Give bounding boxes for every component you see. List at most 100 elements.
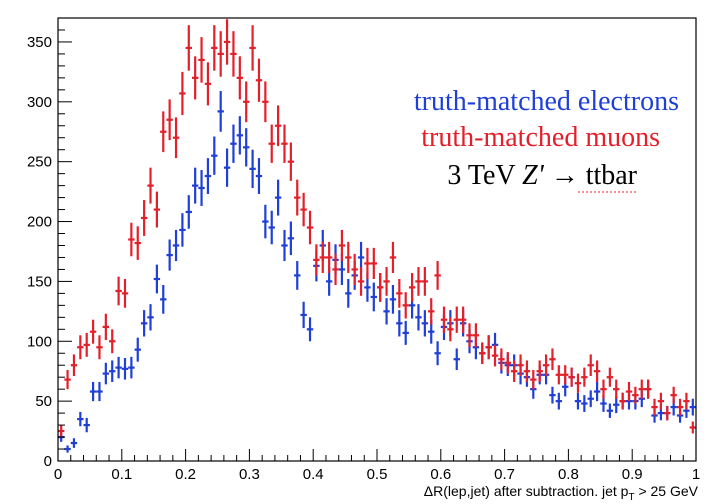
data-point (64, 445, 71, 453)
data-point (185, 195, 192, 229)
data-point (198, 170, 205, 206)
data-point (255, 58, 263, 102)
data-point (166, 239, 173, 271)
data-point (466, 323, 473, 348)
data-point (160, 111, 167, 153)
data-point (191, 167, 199, 204)
data-point (89, 381, 97, 402)
data-point (357, 267, 365, 296)
data-point (370, 282, 377, 312)
x-tick-label: 0 (54, 466, 62, 483)
data-point (670, 386, 677, 404)
data-point (402, 320, 409, 345)
data-point (472, 323, 480, 348)
data-point (644, 379, 652, 399)
data-point (306, 317, 314, 342)
data-point (504, 352, 511, 374)
y-tick-label: 150 (27, 273, 52, 290)
data-point (332, 253, 339, 285)
data-point (96, 335, 103, 360)
data-point (683, 392, 690, 410)
data-point (574, 392, 582, 410)
x-tick-label: 0.7 (494, 466, 515, 483)
x-axis-title-tail: > 25 GeV (635, 483, 699, 499)
data-point (287, 221, 295, 256)
data-point (657, 392, 665, 410)
data-point (77, 335, 84, 360)
data-point (587, 390, 594, 408)
data-point (447, 317, 454, 342)
data-point (389, 284, 397, 314)
data-point (223, 19, 231, 65)
data-point (536, 360, 543, 382)
x-axis-title-subscript: T (628, 492, 634, 503)
data-point (549, 386, 556, 404)
data-point (274, 105, 282, 147)
data-point (638, 379, 645, 399)
legend-electrons: truth-matched electrons (414, 86, 679, 117)
data-point (179, 213, 186, 247)
data-point (77, 411, 84, 427)
data-point (140, 310, 148, 337)
data-point (121, 279, 129, 308)
data-point (153, 191, 161, 228)
data-point (345, 279, 352, 308)
data-point (109, 329, 116, 354)
data-point (542, 354, 550, 376)
data-point (89, 319, 97, 344)
data-point (262, 81, 269, 123)
data-point (389, 241, 397, 274)
data-point (134, 337, 141, 362)
data-point (204, 62, 212, 106)
data-point (619, 392, 626, 410)
data-point (562, 365, 569, 385)
legend-muons: truth-matched muons (421, 122, 660, 153)
data-point (211, 136, 218, 175)
data-point (593, 381, 601, 402)
data-point (421, 310, 429, 337)
legend-process-prefix: 3 TeV (447, 160, 522, 191)
data-point (428, 298, 435, 325)
data-point (172, 229, 180, 262)
data-point (574, 373, 582, 393)
data-point (147, 304, 154, 331)
y-tick-label: 350 (27, 34, 52, 51)
data-point (664, 405, 671, 421)
data-point (217, 91, 224, 132)
data-point (166, 99, 173, 141)
data-point (689, 398, 696, 416)
data-point (223, 148, 231, 187)
data-point (102, 362, 110, 385)
data-point (102, 313, 110, 341)
legend-process-italic: Z' (522, 160, 545, 191)
data-point (383, 267, 390, 296)
data-point (600, 379, 607, 399)
data-point (281, 124, 288, 163)
x-tick-label: 1 (692, 466, 700, 483)
data-point (377, 273, 384, 302)
data-point (351, 253, 358, 285)
data-point (485, 335, 492, 360)
data-point (115, 356, 122, 379)
x-tick-label: 0.9 (622, 466, 643, 483)
data-point (249, 25, 256, 71)
data-point (313, 244, 320, 276)
data-point (249, 149, 256, 189)
data-point (491, 344, 499, 367)
data-point (236, 116, 244, 155)
data-point (613, 396, 620, 414)
data-point (147, 167, 154, 204)
data-point (440, 306, 448, 333)
data-point (153, 264, 161, 294)
data-point (498, 348, 505, 371)
data-point (217, 31, 224, 77)
data-point (434, 261, 441, 290)
data-point (555, 365, 563, 385)
data-point (243, 128, 250, 167)
data-point (370, 247, 377, 280)
data-point (58, 425, 65, 438)
data-point (345, 241, 352, 274)
data-point (613, 379, 620, 399)
data-point (172, 117, 180, 159)
data-point (64, 370, 71, 390)
